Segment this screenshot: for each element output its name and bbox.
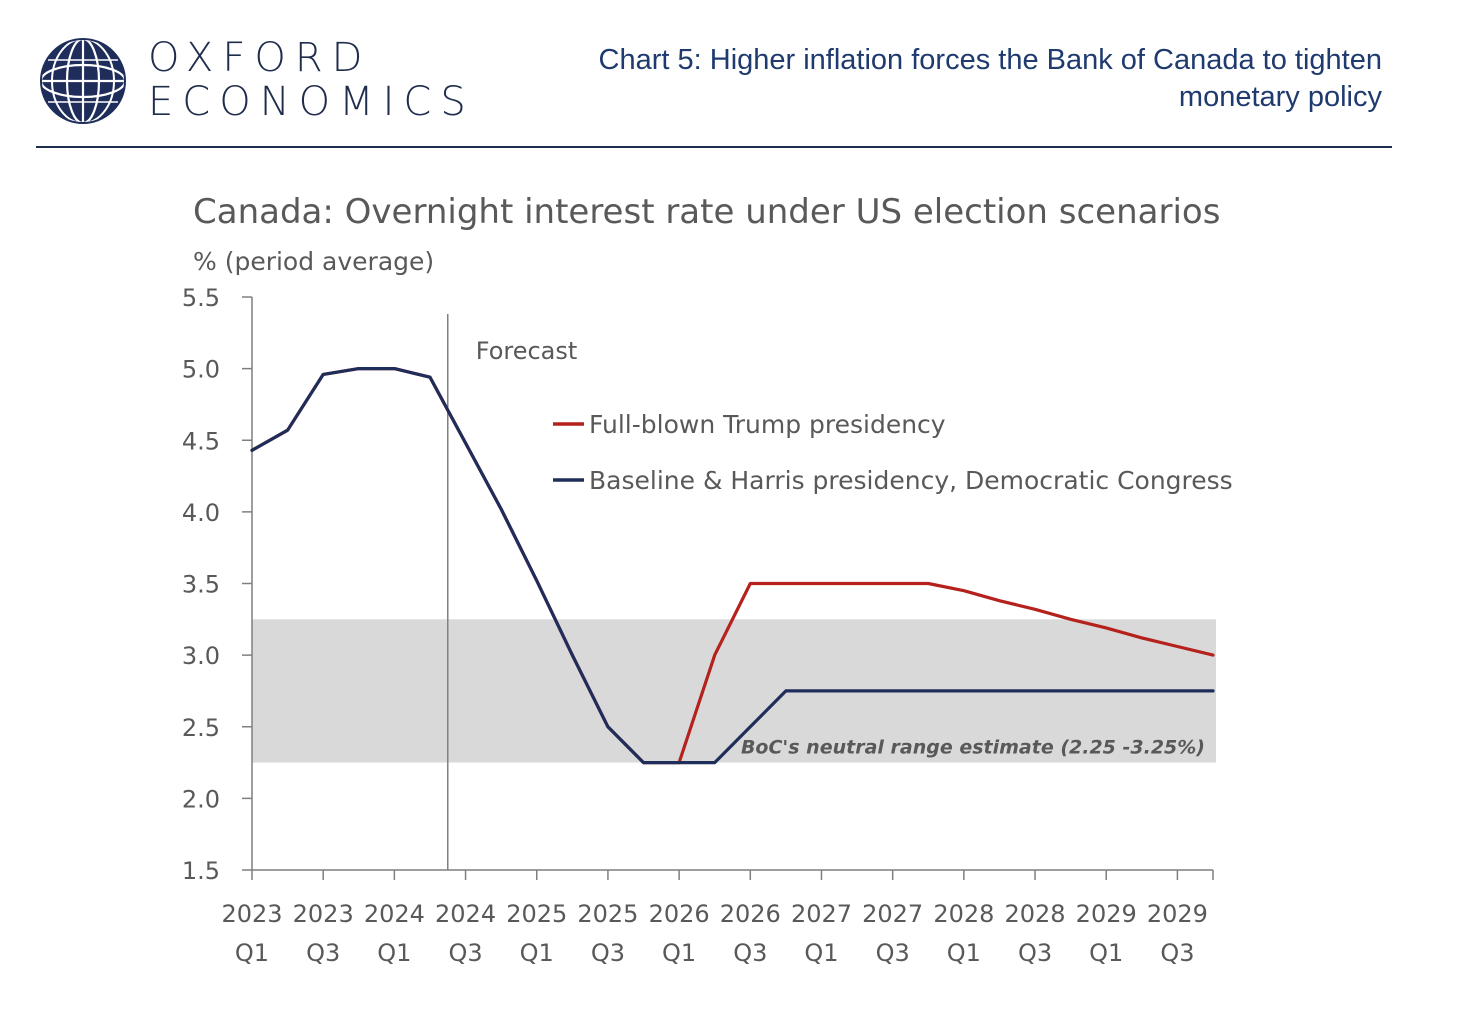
x-tick-label-year: 2024 (435, 900, 496, 928)
y-tick-label: 5.5 (182, 284, 220, 312)
legend-label-trump: Full-blown Trump presidency (589, 410, 946, 439)
x-tick-label-year: 2028 (1004, 900, 1065, 928)
y-tick-label: 2.5 (182, 714, 220, 742)
y-axis-label: % (period average) (193, 247, 434, 276)
x-tick-label-year: 2023 (293, 900, 354, 928)
x-tick-label-year: 2026 (720, 900, 781, 928)
interest-rate-chart: Canada: Overnight interest rate under US… (182, 192, 1233, 967)
x-tick-label-quarter: Q3 (448, 939, 482, 967)
y-tick-label: 1.5 (182, 857, 220, 885)
y-tick-label: 5.0 (182, 356, 220, 384)
x-tick-label-year: 2029 (1147, 900, 1208, 928)
y-tick-label: 3.5 (182, 571, 220, 599)
brand-name: OXFORD ECONOMICS (148, 36, 475, 124)
x-tick-label-quarter: Q1 (804, 939, 838, 967)
x-tick-label-year: 2026 (649, 900, 710, 928)
legend-label-baseline-harris: Baseline & Harris presidency, Democratic… (589, 466, 1233, 495)
x-tick-label-year: 2028 (933, 900, 994, 928)
y-tick-label: 4.0 (182, 499, 220, 527)
x-tick-label-quarter: Q1 (947, 939, 981, 967)
chart-title: Canada: Overnight interest rate under US… (193, 192, 1220, 232)
x-tick-label-year: 2024 (364, 900, 425, 928)
brand-line-1: OXFORD (148, 35, 372, 81)
header-divider (36, 146, 1392, 148)
x-tick-label-year: 2025 (577, 900, 638, 928)
x-tick-label-year: 2023 (221, 900, 282, 928)
series-line-baseline-harris (250, 367, 1215, 765)
brand: OXFORD ECONOMICS (38, 36, 466, 126)
x-tick-label-quarter: Q1 (377, 939, 411, 967)
y-tick-label: 2.0 (182, 785, 220, 813)
x-tick-label-quarter: Q1 (520, 939, 554, 967)
y-tick-label: 4.5 (182, 427, 220, 455)
x-tick-label-quarter: Q3 (876, 939, 910, 967)
x-tick-label-year: 2029 (1076, 900, 1137, 928)
x-tick-label-quarter: Q1 (662, 939, 696, 967)
x-tick-label-quarter: Q1 (1089, 939, 1123, 967)
x-tick-label-quarter: Q1 (235, 939, 269, 967)
x-tick-label-year: 2027 (862, 900, 923, 928)
x-tick-label-quarter: Q3 (733, 939, 767, 967)
globe-logo-icon (39, 37, 127, 125)
x-tick-label-quarter: Q3 (306, 939, 340, 967)
x-tick-label-quarter: Q3 (1018, 939, 1052, 967)
forecast-label: Forecast (476, 337, 578, 365)
x-tick-label-year: 2027 (791, 900, 852, 928)
x-tick-label-quarter: Q3 (591, 939, 625, 967)
neutral-range-label: BoC's neutral range estimate (2.25 -3.25… (741, 737, 1205, 759)
page-title: Chart 5: Higher inflation forces the Ban… (598, 44, 1382, 113)
brand-line-2: ECONOMICS (148, 79, 475, 125)
x-tick-label-quarter: Q3 (1160, 939, 1194, 967)
x-tick-label-year: 2025 (506, 900, 567, 928)
y-tick-label: 3.0 (182, 642, 220, 670)
